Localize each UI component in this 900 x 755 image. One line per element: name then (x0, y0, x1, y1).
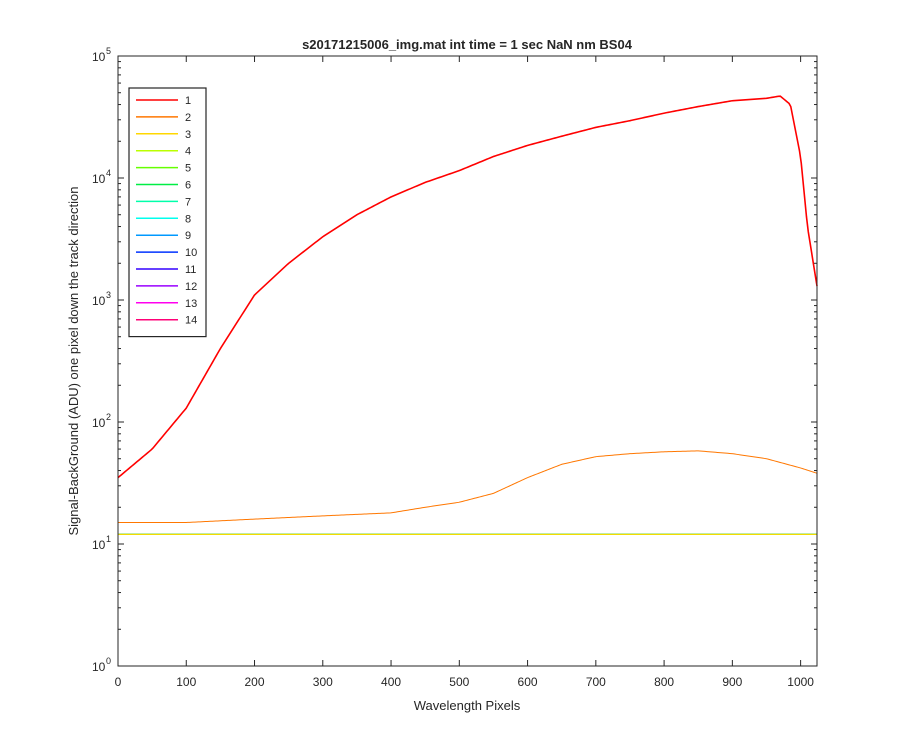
legend-label: 3 (185, 129, 191, 141)
legend-box (128, 87, 207, 338)
legend-item: 12 (136, 281, 197, 293)
legend-item: 11 (136, 264, 196, 276)
x-tick-label: 100 (176, 675, 196, 689)
x-tick-label: 700 (586, 675, 606, 689)
y-tick-base: 10 (92, 416, 106, 430)
legend-item: 2 (136, 112, 191, 124)
legend-label: 6 (185, 180, 191, 192)
legend-item: 10 (136, 247, 197, 259)
legend-item: 5 (136, 163, 191, 175)
y-tick-exponent: 2 (106, 412, 111, 422)
x-tick-label: 400 (381, 675, 401, 689)
chart-title: s20171215006_img.mat int time = 1 sec Na… (302, 37, 633, 52)
legend-item: 6 (136, 180, 191, 192)
y-tick-base: 10 (92, 172, 106, 186)
legend-label: 5 (185, 163, 191, 175)
x-tick-label: 300 (313, 675, 333, 689)
legend-label: 1 (185, 95, 191, 107)
series-line-2 (118, 450, 818, 524)
x-tick-label: 500 (449, 675, 469, 689)
x-axis: 0 100 200 300 400 500 600 700 800 900 1000 (115, 56, 814, 689)
legend-label: 10 (185, 247, 197, 259)
y-tick-exponent: 0 (106, 656, 111, 666)
y-tick-label: 10 4 (92, 168, 111, 186)
legend-label: 8 (185, 213, 191, 225)
plot-box (117, 55, 818, 667)
x-tick-label: 1000 (787, 675, 814, 689)
legend-item: 1 (136, 95, 191, 107)
series-line-1 (117, 95, 818, 479)
y-tick-label: 10 3 (92, 290, 111, 308)
y-tick-base: 10 (92, 294, 106, 308)
plot-area (118, 56, 817, 666)
x-tick-label: 600 (518, 675, 538, 689)
legend-item: 3 (136, 129, 191, 141)
y-tick-base: 10 (92, 538, 106, 552)
legend-label: 14 (185, 315, 197, 327)
x-tick-label: 0 (115, 675, 122, 689)
legend-label: 12 (185, 281, 197, 293)
x-tick-label: 800 (654, 675, 674, 689)
x-tick-label: 900 (722, 675, 742, 689)
x-axis-label: Wavelength Pixels (414, 698, 521, 713)
x-tick-label: 200 (245, 675, 265, 689)
legend-item: 14 (136, 315, 197, 327)
y-axis-label: Signal-BackGround (ADU) one pixel down t… (66, 186, 81, 535)
legend-label: 9 (185, 230, 191, 242)
legend-item: 7 (136, 196, 191, 208)
legend-item: 9 (136, 230, 191, 242)
legend-label: 2 (185, 112, 191, 124)
legend-label: 4 (185, 146, 191, 158)
y-tick-base: 10 (92, 660, 106, 674)
legend-item: 4 (136, 146, 191, 158)
y-tick-exponent: 4 (106, 168, 111, 178)
y-tick-label: 10 0 (92, 656, 111, 674)
legend-item: 8 (136, 213, 191, 225)
y-tick-exponent: 3 (106, 290, 111, 300)
series-layer (117, 95, 818, 535)
y-tick-exponent: 5 (106, 46, 111, 56)
y-tick-base: 10 (92, 50, 106, 64)
legend-label: 7 (185, 196, 191, 208)
y-tick-label: 10 2 (92, 412, 111, 430)
y-tick-exponent: 1 (106, 534, 111, 544)
legend-label: 11 (185, 264, 196, 276)
legend-label: 13 (185, 298, 197, 310)
y-tick-label: 10 1 (92, 534, 111, 552)
legend-item: 13 (136, 298, 197, 310)
y-tick-label: 10 5 (92, 46, 111, 64)
